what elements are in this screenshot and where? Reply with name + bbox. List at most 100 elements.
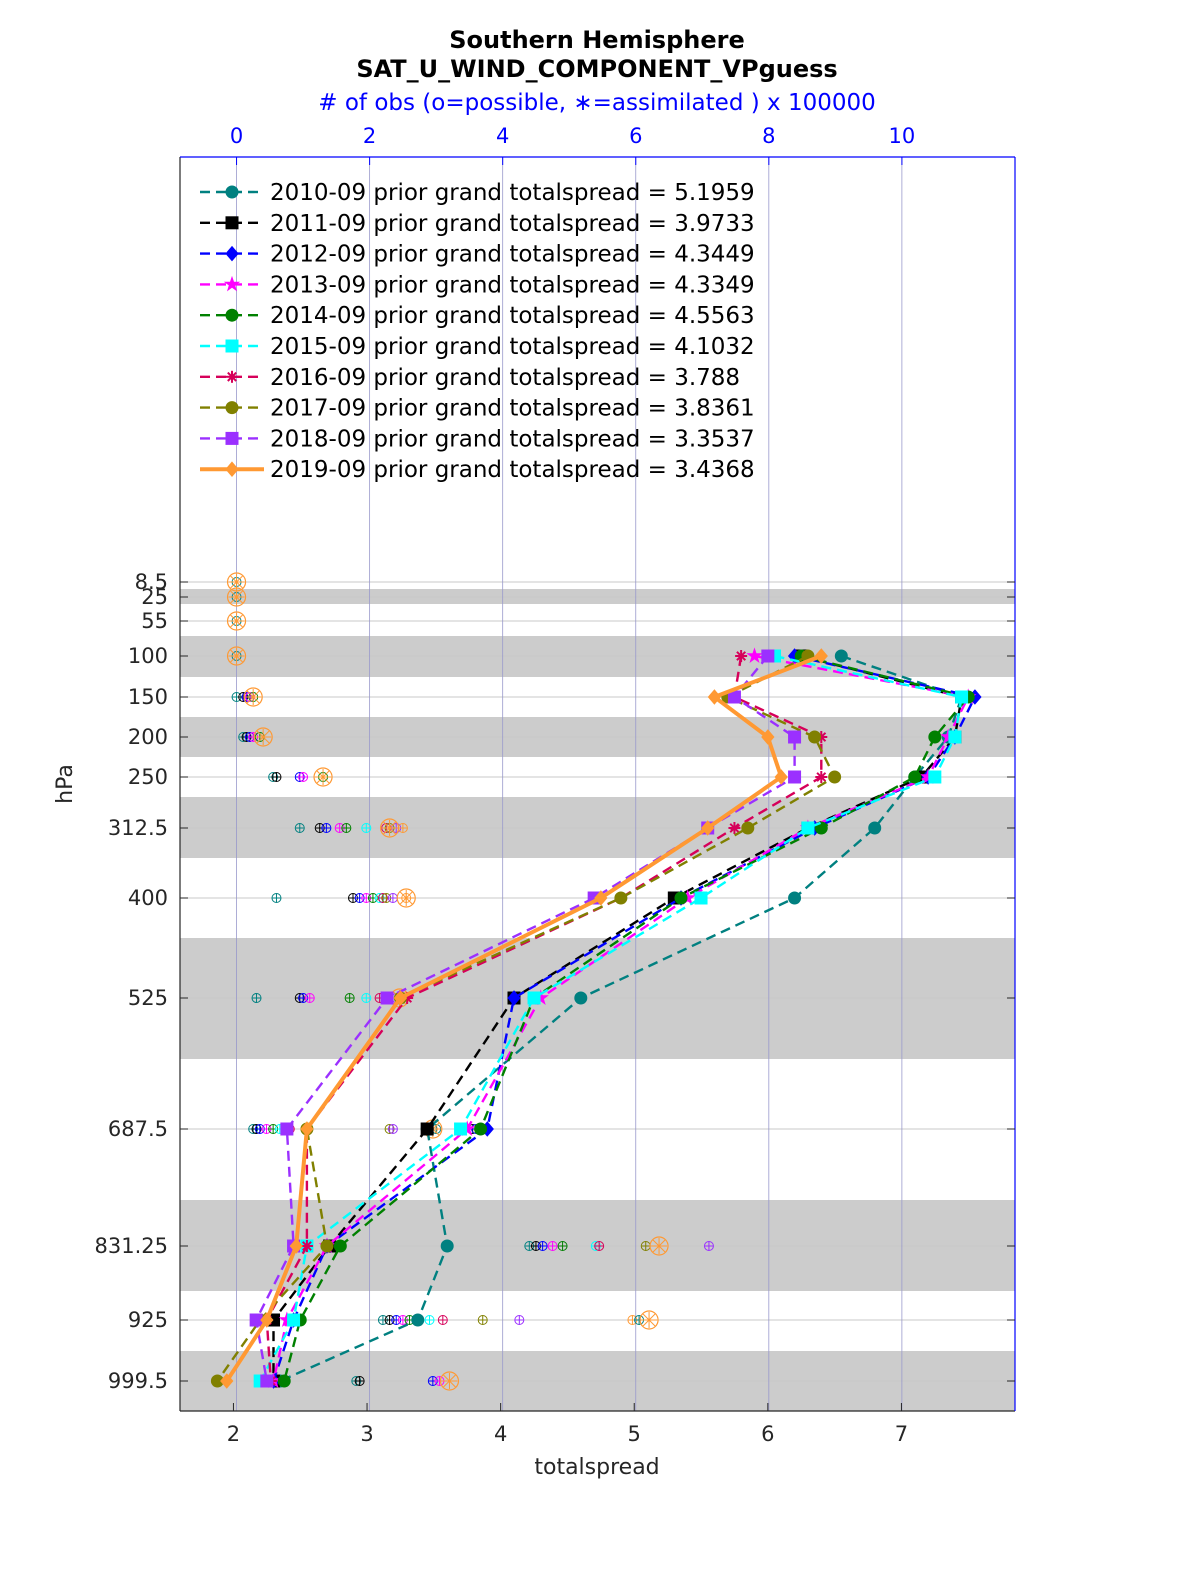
x-axis-ticks: 2 3 4 5 6 7: [227, 1403, 908, 1446]
series-point: [574, 991, 588, 1005]
top-axis-ticks: 0 2 4 6 8 10: [230, 124, 915, 165]
top-tick-label: 6: [629, 124, 642, 148]
obs-marker-large: [243, 687, 263, 707]
obs-marker-large: [396, 888, 416, 908]
obs-marker: [387, 1124, 398, 1134]
series-point: [223, 275, 241, 292]
x-tick-label: 2: [227, 1422, 240, 1446]
obs-marker: [271, 772, 282, 782]
legend-entry: 2013-09 prior grand totalspread = 4.3349: [200, 272, 755, 298]
series-point: [694, 891, 708, 905]
series-point: [701, 820, 715, 836]
series-point: [728, 822, 741, 834]
series-point: [225, 308, 239, 322]
series-point: [440, 1239, 454, 1253]
series-point: [868, 821, 882, 835]
top-axis-label: # of obs (o=possible, ∗=assimilated ) x …: [318, 90, 876, 116]
series-point: [225, 216, 239, 230]
obs-marker: [387, 893, 398, 903]
obs-marker: [294, 823, 305, 833]
legend-label: 2013-09 prior grand totalspread = 4.3349: [270, 272, 755, 298]
series-point: [746, 647, 763, 663]
series-point: [814, 648, 828, 664]
obs-marker-large: [226, 611, 247, 631]
chart-title: Southern Hemisphere: [449, 26, 745, 54]
y-tick-label: 55: [141, 609, 168, 633]
series-point: [393, 990, 408, 1006]
series-point: [928, 730, 942, 744]
legend-entry: 2010-09 prior grand totalspread = 5.1959: [200, 180, 755, 206]
obs-marker: [477, 1315, 488, 1325]
series-point: [908, 770, 922, 784]
series-point: [527, 991, 541, 1005]
x-tick-label: 7: [895, 1422, 908, 1446]
series-point: [277, 1374, 291, 1388]
top-tick-label: 2: [363, 124, 376, 148]
legend-entry: 2011-09 prior grand totalspread = 3.9733: [200, 211, 755, 237]
chart-subtitle: SAT_U_WIND_COMPONENT_VPguess: [356, 55, 837, 83]
legend-entry: 2016-09 prior grand totalspread = 3.788: [200, 365, 740, 391]
obs-marker: [251, 993, 262, 1003]
y-tick-label: 200: [128, 725, 168, 749]
legend-entry: 2014-09 prior grand totalspread = 4.5563: [200, 303, 755, 329]
series-path: [259, 654, 963, 1382]
series-point: [260, 1374, 274, 1388]
series-point: [380, 991, 394, 1005]
series-point: [225, 401, 239, 415]
legend-entry: 2019-09 prior grand totalspread = 3.4368: [200, 457, 755, 483]
legend-label: 2018-09 prior grand totalspread = 3.3537: [270, 426, 755, 452]
obs-marker: [594, 1241, 605, 1251]
series-point: [614, 891, 628, 905]
series-point: [741, 821, 755, 835]
legend-label: 2012-09 prior grand totalspread = 4.3449: [270, 242, 755, 268]
series-point: [225, 461, 239, 477]
series-point: [801, 821, 815, 835]
obs-marker-large: [226, 646, 247, 666]
y-tick-label: 250: [128, 765, 168, 789]
legend-label: 2015-09 prior grand totalspread = 4.1032: [270, 334, 755, 360]
legend: 2010-09 prior grand totalspread = 5.1959…: [200, 180, 755, 483]
series-line: [220, 648, 828, 1389]
series-point: [828, 770, 842, 784]
series-point: [225, 339, 239, 353]
y-axis-label: hPa: [53, 764, 78, 804]
series-point: [225, 185, 239, 199]
obs-marker: [537, 1241, 548, 1251]
series-point: [594, 890, 608, 906]
series-path: [216, 654, 837, 1382]
obs-marker: [437, 1315, 448, 1325]
obs-marker: [547, 1241, 558, 1251]
series-point: [788, 770, 802, 784]
series-point: [300, 1240, 313, 1252]
series-point: [507, 990, 521, 1006]
legend-label: 2019-09 prior grand totalspread = 3.4368: [270, 457, 755, 483]
y-tick-label: 925: [128, 1308, 168, 1332]
obs-marker: [361, 823, 372, 833]
series-lines: [210, 647, 982, 1389]
legend-label: 2016-09 prior grand totalspread = 3.788: [270, 365, 740, 391]
vertical-gridlines: [236, 157, 903, 1411]
series-point: [287, 1313, 301, 1327]
series-point: [225, 431, 239, 445]
obs-marker: [640, 1241, 651, 1251]
series-point: [774, 769, 788, 785]
y-tick-label: 525: [128, 986, 168, 1010]
y-tick-label: 400: [128, 886, 168, 910]
top-tick-label: 10: [889, 124, 916, 148]
legend-entry: 2017-09 prior grand totalspread = 3.8361: [200, 396, 755, 422]
series-path: [254, 655, 796, 1382]
y-tick-label: 999.5: [108, 1369, 168, 1393]
series-point: [928, 770, 942, 784]
obs-marker-large: [313, 767, 333, 787]
series-point: [808, 730, 822, 744]
series-point: [220, 1373, 234, 1389]
x-tick-label: 6: [761, 1422, 774, 1446]
series-point: [333, 1239, 347, 1253]
obs-marker-large: [253, 727, 273, 747]
y-tick-label: 8.5: [135, 570, 168, 594]
series-point: [674, 891, 688, 905]
series-line: [253, 649, 969, 1388]
obs-marker: [344, 993, 355, 1003]
